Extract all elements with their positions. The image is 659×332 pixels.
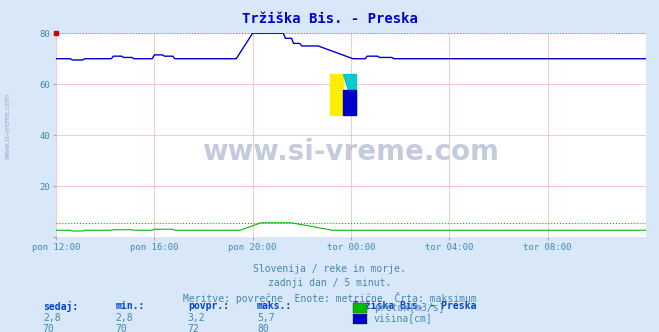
Text: pretok[m3/s]: pretok[m3/s]: [374, 303, 444, 313]
Text: višina[cm]: višina[cm]: [374, 314, 432, 324]
Text: www.si-vreme.com: www.si-vreme.com: [202, 138, 500, 166]
Text: 2,8: 2,8: [115, 313, 133, 323]
Text: Tržiška Bis. - Preska: Tržiška Bis. - Preska: [353, 301, 476, 311]
Text: 80: 80: [257, 324, 269, 332]
Text: Tržiška Bis. - Preska: Tržiška Bis. - Preska: [242, 12, 417, 26]
Text: Slovenija / reke in morje.: Slovenija / reke in morje.: [253, 264, 406, 274]
Text: 70: 70: [43, 324, 55, 332]
Text: www.si-vreme.com: www.si-vreme.com: [5, 93, 11, 159]
Text: min.:: min.:: [115, 301, 145, 311]
Text: 5,7: 5,7: [257, 313, 275, 323]
Polygon shape: [343, 74, 357, 115]
Text: 70: 70: [115, 324, 127, 332]
Text: sedaj:: sedaj:: [43, 301, 78, 312]
Text: 72: 72: [188, 324, 200, 332]
Text: maks.:: maks.:: [257, 301, 292, 311]
Bar: [330, 74, 343, 115]
Text: 3,2: 3,2: [188, 313, 206, 323]
Text: 2,8: 2,8: [43, 313, 61, 323]
Text: povpr.:: povpr.:: [188, 301, 229, 311]
Bar: [343, 90, 357, 115]
Text: Meritve: povrečne  Enote: metrične  Črta: maksimum: Meritve: povrečne Enote: metrične Črta: …: [183, 292, 476, 304]
Text: zadnji dan / 5 minut.: zadnji dan / 5 minut.: [268, 278, 391, 288]
